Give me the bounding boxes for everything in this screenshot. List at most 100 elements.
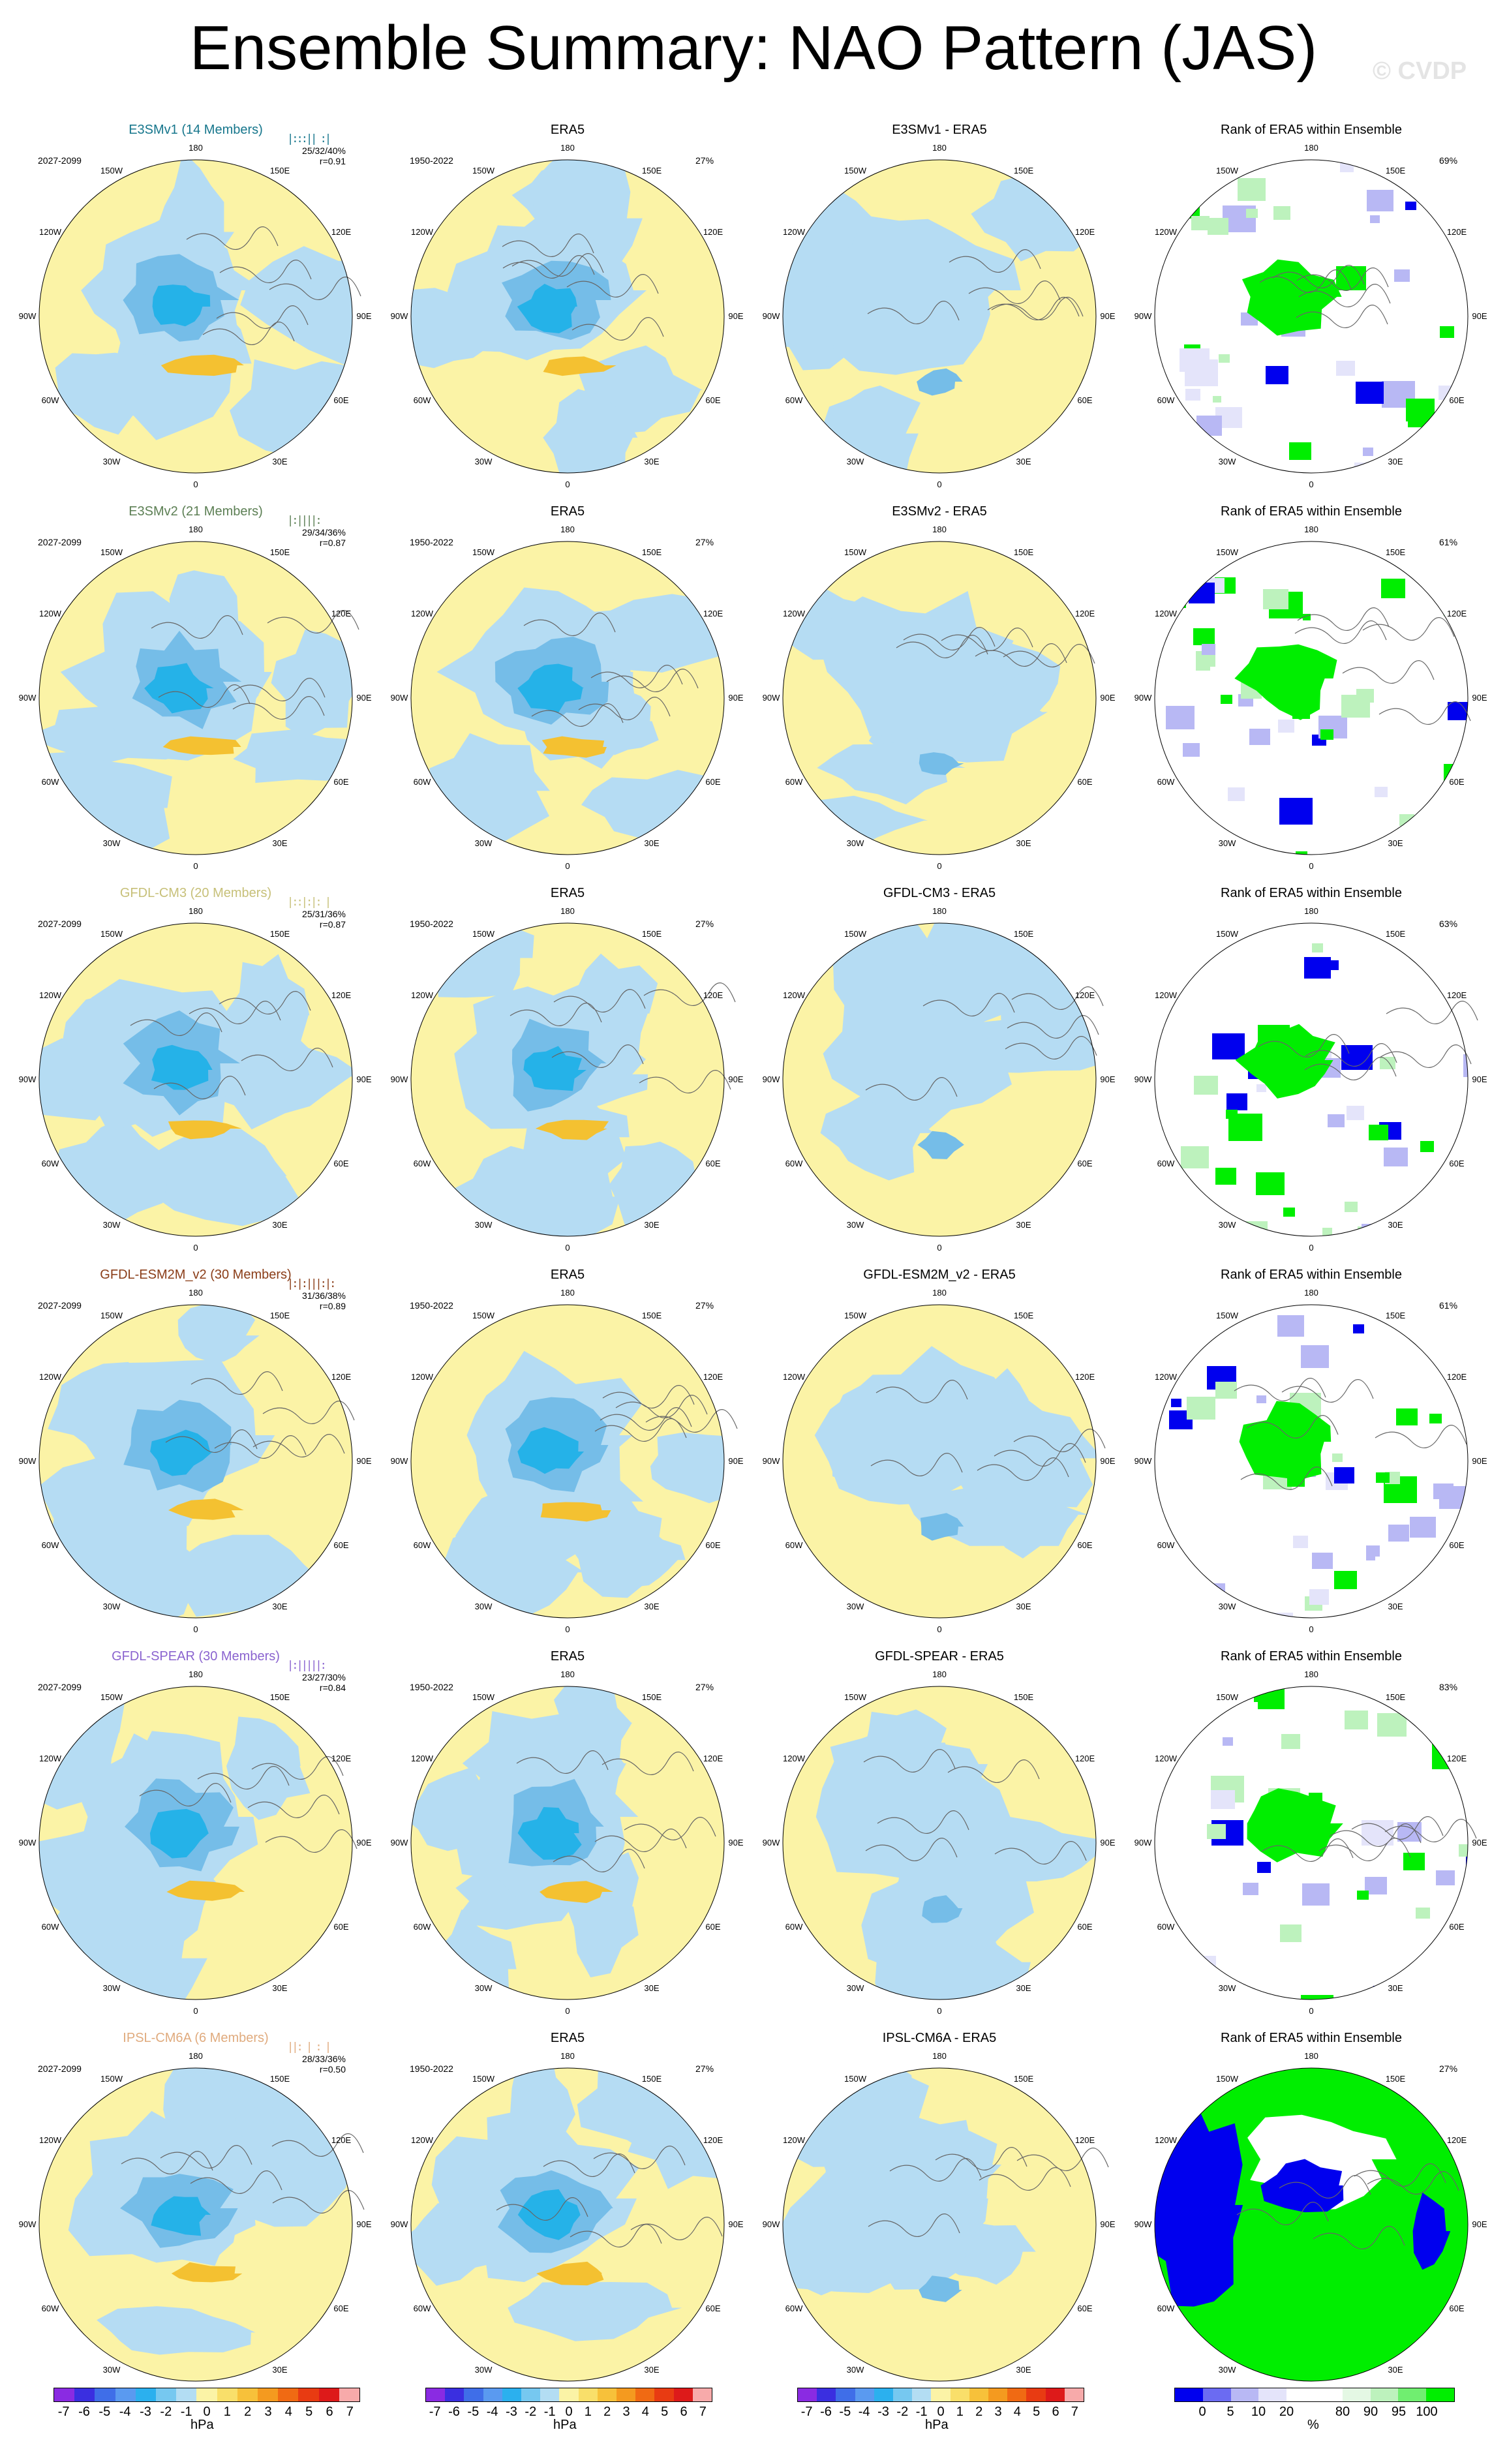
lon-label: 30W: [1218, 2365, 1236, 2375]
lon-label: 60W: [41, 1540, 59, 1550]
lon-label: 60W: [413, 777, 431, 787]
lon-label: 90W: [1134, 1838, 1152, 1848]
lon-label: 0: [565, 479, 570, 489]
lon-label: 120E: [703, 2135, 723, 2145]
lon-label: 30W: [474, 1983, 493, 1993]
colorbar-tick-label: 95: [1391, 2405, 1407, 2419]
colorbar-swatch: [339, 2388, 360, 2401]
lon-label: 180: [1304, 525, 1318, 534]
colorbar-tick-label: -4: [486, 2405, 498, 2419]
lon-label: 90E: [356, 693, 372, 703]
colorbar-tick-label: 4: [641, 2405, 649, 2419]
panel-title-model: GFDL-CM3 (20 Members): [119, 886, 272, 900]
lon-label: 30W: [102, 1220, 121, 1230]
panel-title-rank: Rank of ERA5 within Ensemble: [1221, 886, 1402, 900]
lon-label: 150W: [472, 166, 495, 175]
colorbar-tick-label: 4: [1013, 2405, 1021, 2419]
lon-label: 30W: [474, 457, 493, 466]
lon-label: 60E: [1449, 395, 1465, 405]
lon-label: 180: [560, 525, 575, 534]
lon-label: 0: [193, 479, 198, 489]
colorbar-swatch: [502, 2388, 522, 2401]
lon-label: 90E: [356, 1456, 372, 1466]
lon-label: 30W: [102, 457, 121, 466]
lon-label: 150E: [641, 166, 662, 175]
colorbar-tick-label: 2: [975, 2405, 983, 2419]
panel-title-model: GFDL-SPEAR (30 Members): [112, 1649, 280, 1664]
lon-label: 120E: [1446, 990, 1467, 1000]
colorbar-swatch: [115, 2388, 136, 2401]
lon-label: 30E: [272, 1602, 288, 1611]
lon-label: 60W: [413, 2304, 431, 2313]
pattern-correlation: r=0.87: [319, 919, 346, 930]
lon-label: 120E: [331, 1754, 352, 1763]
rank-pct: 61%: [1439, 537, 1458, 547]
lon-label: 0: [937, 861, 942, 871]
lon-label: 30E: [644, 457, 660, 466]
colorbar-swatch: [1230, 2388, 1259, 2401]
colorbar-swatch: [1258, 2388, 1287, 2401]
colorbar-swatch: [817, 2388, 836, 2401]
colorbar-swatch: [1398, 2388, 1427, 2401]
lon-label: 30W: [1218, 1220, 1236, 1230]
rank-pct: 27%: [1439, 2063, 1458, 2074]
lon-label: 30E: [644, 838, 660, 848]
lon-label: 90W: [18, 1074, 37, 1084]
spread-stats: 28/33/36%: [302, 2054, 346, 2064]
lon-label: 90W: [762, 693, 780, 703]
lon-label: 90W: [1134, 1456, 1152, 1466]
spread-stats: 31/36/38%: [302, 1290, 346, 1301]
colorbar-swatches: [53, 2388, 360, 2402]
lon-label: 180: [560, 1288, 575, 1298]
lon-label: 0: [193, 1243, 198, 1253]
pattern-correlation: r=0.87: [319, 538, 346, 548]
colorbar-swatch: [196, 2388, 217, 2401]
lon-label: 150W: [844, 166, 866, 175]
colorbar-unit: %: [1307, 2418, 1319, 2432]
lon-label: 0: [193, 2006, 198, 2016]
lon-label: 150E: [1385, 547, 1406, 557]
lon-label: 120E: [1074, 1372, 1095, 1382]
lon-label: 30W: [1218, 457, 1236, 466]
lon-label: 30E: [644, 1602, 660, 1611]
lon-label: 60W: [413, 1159, 431, 1168]
lon-label: 0: [937, 1243, 942, 1253]
colorbar-swatch: [1370, 2388, 1399, 2401]
colorbar-ticks: -7 -6 -5 -4 -3 -2 -1 0 1 2 3 4 5 6 7: [797, 2402, 1084, 2419]
lon-label: 60W: [1157, 777, 1175, 787]
map-fill: [1155, 160, 1468, 473]
lon-label: 90E: [1472, 1456, 1487, 1466]
lon-label: 90E: [1472, 2219, 1487, 2229]
polar-map-diff: [782, 1686, 1097, 2000]
map-fill: [1155, 541, 1468, 855]
lon-label: 120E: [703, 990, 723, 1000]
lon-label: 120W: [783, 1372, 805, 1382]
lon-label: 0: [1309, 2006, 1314, 2016]
panel-title-diff: IPSL-CM6A - ERA5: [882, 2031, 997, 2045]
panel-title-model: GFDL-ESM2M_v2 (30 Members): [100, 1268, 292, 1282]
polar-map-era5: [410, 1304, 738, 1619]
map-fill: [1155, 2068, 1468, 2381]
lon-label: 150W: [472, 1692, 495, 1702]
lon-label: 60E: [1449, 1922, 1465, 1932]
lon-label: 90W: [18, 2219, 37, 2229]
lon-label: 120W: [783, 227, 805, 237]
colorbar-tick-label: -5: [839, 2405, 851, 2419]
map-fill: [1155, 923, 1468, 1236]
lon-label: 60W: [785, 1159, 803, 1168]
lon-label: 60W: [785, 1540, 803, 1550]
lon-label: 150E: [269, 166, 290, 175]
colorbar-tick-label: 1: [223, 2405, 231, 2419]
panel-title-rank: Rank of ERA5 within Ensemble: [1221, 123, 1402, 137]
colorbar-tick-label: 3: [622, 2405, 630, 2419]
period-label: 1950-2022: [410, 537, 453, 547]
colorbar-tick-label: 90: [1363, 2405, 1378, 2419]
lon-label: 90E: [728, 1838, 744, 1848]
lon-label: 30E: [1388, 838, 1403, 848]
colorbar-tick-label: 4: [284, 2405, 292, 2419]
lon-label: 30E: [644, 2365, 660, 2375]
lon-label: 120E: [1446, 1754, 1467, 1763]
lon-label: 90E: [728, 311, 744, 321]
colorbar-swatch: [692, 2388, 712, 2401]
lon-label: 60W: [41, 1922, 59, 1932]
